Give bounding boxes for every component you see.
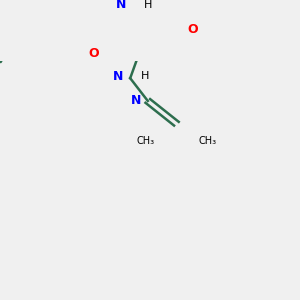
Text: O: O — [188, 23, 198, 36]
Text: H: H — [143, 0, 152, 10]
Text: N: N — [131, 94, 141, 107]
Text: N: N — [116, 0, 126, 11]
Text: CH₃: CH₃ — [198, 136, 216, 146]
Text: H: H — [141, 71, 150, 81]
Text: N: N — [113, 70, 124, 83]
Text: O: O — [89, 47, 99, 60]
Text: CH₃: CH₃ — [136, 136, 155, 146]
